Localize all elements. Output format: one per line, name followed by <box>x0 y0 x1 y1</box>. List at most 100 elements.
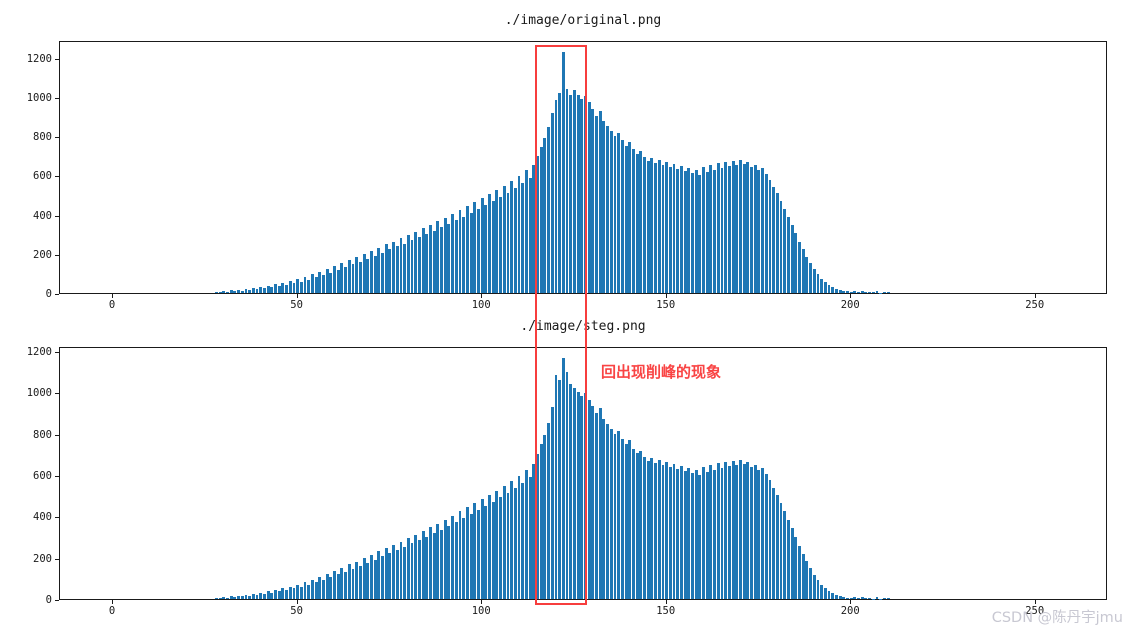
histogram-bar <box>620 439 624 599</box>
histogram-bar <box>325 574 329 599</box>
histogram-bar <box>322 579 325 599</box>
y-tick-mark <box>55 558 59 560</box>
histogram-bar <box>443 519 447 599</box>
histogram-bar <box>672 163 676 293</box>
x-tick-mark <box>481 600 483 604</box>
y-tick-mark <box>55 393 59 395</box>
histogram-bar <box>524 170 528 293</box>
histogram-bar <box>414 534 418 599</box>
histogram-bar <box>691 172 694 293</box>
histogram-bar <box>617 431 621 599</box>
histogram-bar <box>495 490 499 599</box>
x-tick-label: 100 <box>471 605 491 617</box>
histogram-bar <box>761 467 765 599</box>
histogram-bar <box>823 588 827 599</box>
histogram-bar <box>218 598 222 599</box>
histogram-bar <box>798 241 801 293</box>
histogram-bar <box>731 460 735 599</box>
histogram-bar <box>798 545 801 599</box>
histogram-bar <box>632 149 635 293</box>
histogram-bar <box>229 596 233 599</box>
histogram-bar <box>344 571 348 599</box>
histogram-bar <box>513 188 517 293</box>
histogram-bar <box>875 291 879 293</box>
histogram-bar <box>661 165 665 293</box>
histogram-bar <box>462 216 466 293</box>
histogram-bar <box>517 475 521 599</box>
histogram-bar <box>510 180 514 293</box>
histogram-bar <box>694 470 698 599</box>
histogram-bar <box>403 243 407 293</box>
histogram-bar <box>646 161 650 293</box>
histogram-bar <box>336 574 340 599</box>
x-tick-mark <box>296 294 298 298</box>
histogram-bar <box>694 169 698 293</box>
histogram-bar <box>502 185 506 293</box>
histogram-bar <box>484 505 488 599</box>
y-tick-label: 1200 <box>26 52 52 65</box>
y-tick-label: 600 <box>33 470 52 482</box>
histogram-bar <box>344 267 348 293</box>
histogram-bar <box>543 137 547 293</box>
y-tick-label: 1200 <box>26 346 52 358</box>
histogram-bar <box>857 598 860 599</box>
histogram-bar <box>654 163 658 293</box>
x-tick-label: 250 <box>1025 605 1045 617</box>
histogram-bar <box>355 257 359 293</box>
histogram-bar <box>392 545 396 599</box>
histogram-bar <box>576 392 580 599</box>
histogram-bar <box>377 551 381 599</box>
histogram-bar <box>381 252 384 293</box>
histogram-bar <box>812 269 816 293</box>
histogram-bar <box>373 255 377 293</box>
histogram-bar <box>248 289 252 293</box>
histogram-bar <box>698 174 702 293</box>
histogram-bar <box>547 423 550 599</box>
histogram-bar <box>683 171 687 293</box>
histogram-bar <box>244 288 248 293</box>
histogram-bar <box>377 247 381 293</box>
histogram-bar <box>705 171 709 293</box>
histogram-bar <box>595 412 598 599</box>
y-tick-mark <box>55 97 59 99</box>
histogram-bar <box>480 197 484 293</box>
histogram-bar <box>609 130 613 293</box>
histogram-bar <box>720 167 724 293</box>
histogram-bar <box>310 274 314 293</box>
histogram-bar <box>628 141 632 293</box>
histogram-bar <box>834 288 838 293</box>
histogram-bar <box>702 167 705 293</box>
histogram-bar <box>443 217 447 293</box>
histogram-bar <box>801 249 805 293</box>
histogram-bar <box>465 205 469 293</box>
histogram-bar <box>632 448 635 599</box>
histogram-bar <box>473 201 477 293</box>
chart-title-steg: ./image/steg.png <box>520 319 646 334</box>
histogram-bar <box>882 292 886 293</box>
y-tick-mark <box>55 294 59 295</box>
histogram-bar <box>783 209 787 293</box>
histogram-bar <box>643 157 646 293</box>
histogram-bar <box>842 596 846 599</box>
histogram-bar <box>591 406 595 599</box>
histogram-bar <box>226 597 229 599</box>
histogram-bar <box>454 220 458 293</box>
histogram-bar <box>720 467 724 599</box>
histogram-bar <box>746 461 750 599</box>
histogram-bar <box>643 456 646 599</box>
x-tick-label: 250 <box>1025 299 1045 311</box>
histogram-bar <box>857 292 860 293</box>
histogram-bar <box>849 291 853 293</box>
histogram-bar <box>768 179 772 293</box>
histogram-bar <box>285 284 288 293</box>
histogram-bar <box>716 463 720 599</box>
histogram-bar <box>296 279 300 293</box>
histogram-bar <box>779 503 783 599</box>
histogram-bar <box>650 158 654 293</box>
histogram-bar <box>262 593 266 599</box>
histogram-bar <box>281 588 285 599</box>
histogram-bar <box>827 284 831 293</box>
histogram-bar <box>322 274 325 293</box>
histogram-bar <box>783 511 787 599</box>
histogram-bar <box>587 102 591 293</box>
